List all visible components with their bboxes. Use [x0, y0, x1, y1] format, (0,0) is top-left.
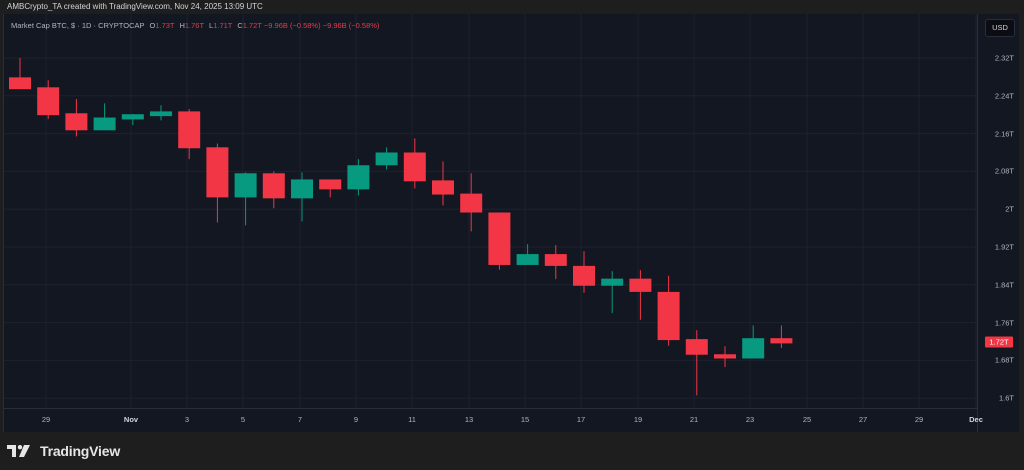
price-axis[interactable]: 2.32T 2.24T 2.16T 2.08T 2T 1.92T 1.84T 1.76T 1.6…: [977, 14, 1020, 432]
symbol-title[interactable]: Market Cap BTC, $ · 1D · CRYPTOCAP: [11, 21, 145, 30]
candlestick-chart[interactable]: [4, 14, 977, 408]
time-tick: 27: [858, 415, 868, 424]
close-value: 1.72T: [242, 21, 262, 30]
price-tick: 1.68T: [994, 355, 1014, 365]
price-tick: 2.16T: [994, 129, 1014, 139]
plot-area[interactable]: Market Cap BTC, $ · 1D · CRYPTOCAP O1.73…: [4, 14, 977, 408]
tradingview-brand: TradingView: [7, 443, 120, 459]
price-tick: 2.08T: [994, 166, 1014, 176]
time-tick: 19: [633, 415, 643, 424]
candle[interactable]: [347, 159, 370, 196]
time-tick: 13: [464, 415, 474, 424]
price-tick: 2.32T: [994, 53, 1014, 63]
candle[interactable]: [121, 114, 144, 126]
candle[interactable]: [150, 105, 172, 121]
candle[interactable]: [742, 325, 765, 359]
price-tick: 1.76T: [994, 318, 1014, 328]
low-value: 1.71T: [213, 21, 233, 30]
candle[interactable]: [629, 270, 652, 320]
time-tick: 7: [297, 415, 303, 424]
currency-button[interactable]: USD: [985, 19, 1015, 37]
time-tick: Nov: [123, 415, 139, 424]
attribution-text: AMBCrypto_TA created with TradingView.co…: [7, 2, 263, 11]
time-tick: Dec: [969, 415, 983, 424]
candle[interactable]: [403, 138, 426, 189]
high-label: H: [179, 21, 185, 30]
time-tick: 11: [408, 415, 416, 424]
change-value: −9.96B (−0.58%): [263, 21, 321, 30]
time-tick: 17: [576, 415, 586, 424]
candle[interactable]: [375, 147, 398, 170]
time-tick: 29: [41, 415, 51, 424]
time-tick: 5: [240, 415, 246, 424]
time-tick: 21: [689, 415, 699, 424]
candle[interactable]: [488, 212, 511, 270]
tradingview-logo-icon: [7, 444, 35, 458]
time-tick: 15: [520, 415, 530, 424]
candle[interactable]: [516, 244, 539, 265]
price-tick: 2T: [1005, 204, 1014, 214]
candle[interactable]: [178, 109, 201, 160]
candle[interactable]: [9, 58, 31, 90]
time-tick: 3: [184, 415, 190, 424]
open-label: O: [149, 21, 156, 30]
low-label: L: [209, 21, 214, 30]
candle[interactable]: [262, 171, 285, 209]
price-tick: 1.84T: [994, 280, 1014, 290]
time-tick: 23: [745, 415, 755, 424]
candle[interactable]: [601, 271, 624, 314]
candle[interactable]: [432, 161, 454, 206]
candle[interactable]: [460, 173, 483, 232]
change-value-secondary: −9.96B (−0.58%): [322, 21, 380, 30]
ohlc-legend: Market Cap BTC, $ · 1D · CRYPTOCAP O1.73…: [11, 21, 379, 30]
open-value: 1.73T: [155, 21, 175, 30]
time-tick: 25: [802, 415, 812, 424]
last-price-label: 1.72T: [985, 336, 1013, 347]
price-tick: 1.92T: [994, 242, 1014, 252]
candle[interactable]: [37, 80, 60, 119]
candle[interactable]: [544, 245, 567, 280]
price-tick: 2.24T: [994, 91, 1014, 101]
candle[interactable]: [93, 103, 116, 131]
candle[interactable]: [770, 325, 793, 349]
candle[interactable]: [319, 179, 342, 198]
close-label: C: [237, 21, 243, 30]
time-axis[interactable]: 29 Nov 3 5 7 9 11 13 15 17 19 21 23 25 27 29 Dec: [4, 408, 983, 433]
candle[interactable]: [657, 275, 680, 346]
candle[interactable]: [685, 330, 708, 396]
high-value: 1.76T: [184, 21, 204, 30]
candle[interactable]: [573, 251, 595, 293]
candle[interactable]: [291, 172, 313, 222]
chart-pane[interactable]: Market Cap BTC, $ · 1D · CRYPTOCAP O1.73…: [3, 14, 1019, 432]
candle[interactable]: [714, 346, 736, 368]
price-tick: 1.6T: [998, 393, 1014, 403]
brand-name: TradingView: [40, 443, 121, 459]
candle[interactable]: [65, 99, 88, 137]
time-tick: 9: [353, 415, 359, 424]
candle[interactable]: [234, 172, 257, 226]
time-tick: 29: [914, 415, 924, 424]
candle[interactable]: [206, 143, 229, 223]
top-bar: AMBCrypto_TA created with TradingView.co…: [0, 0, 1024, 14]
